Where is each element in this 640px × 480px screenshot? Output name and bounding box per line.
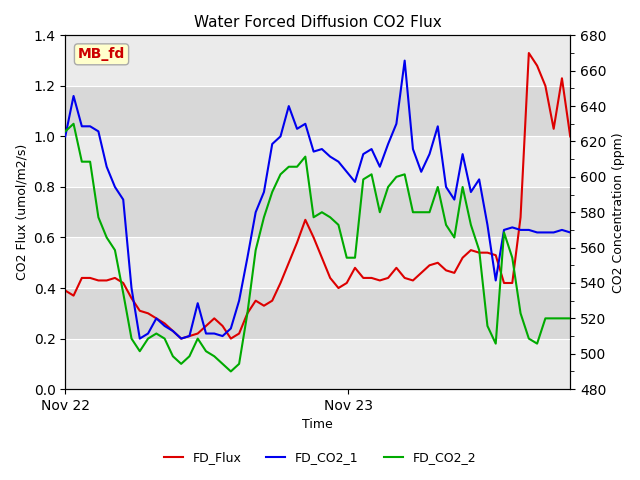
FD_CO2_1 (318, 146, 326, 152)
Title: Water Forced Diffusion CO2 Flux: Water Forced Diffusion CO2 Flux (194, 15, 442, 30)
FD_CO2_1 (566, 229, 574, 235)
FD_CO2_2 (227, 369, 235, 374)
Bar (65, 36, 570, 86)
FD_Flux (318, 255, 326, 261)
FD_Flux (202, 323, 210, 329)
FD_Flux (103, 277, 111, 283)
FD_CO2_2 (70, 121, 77, 127)
FD_CO2_1 (516, 227, 524, 233)
FD_CO2_1 (136, 336, 143, 341)
FD_Flux (376, 277, 383, 283)
Bar (65, 238, 570, 288)
FD_CO2_2 (566, 315, 574, 321)
FD_CO2_2 (516, 311, 524, 316)
FD_CO2_1 (169, 328, 177, 334)
X-axis label: Time: Time (302, 419, 333, 432)
FD_CO2_2 (111, 247, 119, 253)
Line: FD_CO2_2: FD_CO2_2 (65, 124, 570, 372)
FD_Flux (508, 280, 516, 286)
FD_CO2_2 (61, 129, 69, 134)
FD_CO2_1 (103, 164, 111, 169)
FD_Flux (61, 288, 69, 293)
Bar (65, 86, 570, 136)
Y-axis label: CO2 Flux (umol/m2/s): CO2 Flux (umol/m2/s) (15, 144, 28, 280)
Legend: FD_Flux, FD_CO2_1, FD_CO2_2: FD_Flux, FD_CO2_1, FD_CO2_2 (159, 446, 481, 469)
Bar (65, 288, 570, 338)
Text: MB_fd: MB_fd (78, 48, 125, 61)
FD_CO2_1 (61, 133, 69, 139)
Y-axis label: CO2 Concentration (ppm): CO2 Concentration (ppm) (612, 132, 625, 292)
Bar (65, 338, 570, 389)
FD_CO2_1 (401, 58, 408, 63)
FD_CO2_2 (169, 353, 177, 359)
Bar (65, 187, 570, 238)
FD_Flux (525, 50, 532, 56)
Bar (65, 136, 570, 187)
FD_CO2_1 (376, 164, 383, 169)
Line: FD_Flux: FD_Flux (65, 53, 570, 338)
FD_CO2_2 (384, 184, 392, 190)
FD_CO2_2 (202, 348, 210, 354)
FD_Flux (566, 133, 574, 139)
Line: FD_CO2_1: FD_CO2_1 (65, 60, 570, 338)
FD_CO2_2 (326, 215, 334, 220)
FD_CO2_1 (202, 331, 210, 336)
FD_Flux (177, 336, 185, 341)
FD_Flux (161, 321, 168, 326)
